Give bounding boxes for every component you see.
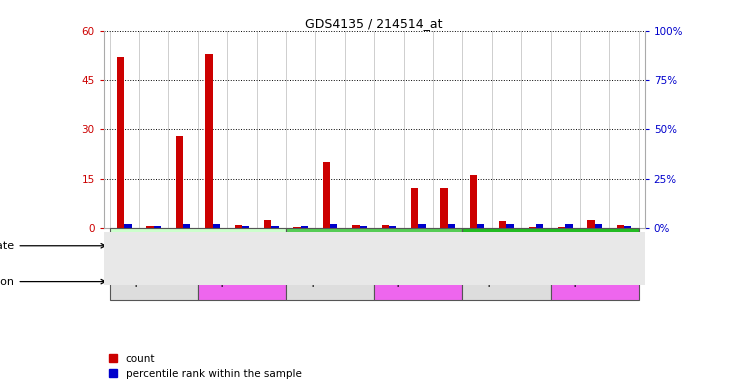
Text: Braak stage V-VI: Braak stage V-VI — [505, 241, 597, 251]
Bar — [624, 226, 631, 228]
Bar — [235, 225, 242, 228]
Text: genotype/variation: genotype/variation — [0, 276, 105, 286]
Bar — [286, 264, 374, 300]
Text: Braak stage I-II: Braak stage I-II — [156, 241, 240, 251]
Bar — [124, 224, 132, 228]
Bar — [448, 224, 455, 228]
Bar — [565, 224, 573, 228]
Bar — [536, 224, 543, 228]
Bar — [330, 224, 337, 228]
Bar — [176, 136, 183, 228]
Bar — [507, 224, 514, 228]
Bar — [286, 228, 462, 264]
Bar — [271, 226, 279, 228]
Bar — [440, 189, 448, 228]
Bar — [110, 228, 286, 264]
Bar — [462, 264, 551, 300]
Bar — [588, 220, 595, 228]
Text: ApoE ε4 -: ApoE ε4 - — [480, 276, 533, 286]
Bar — [595, 224, 602, 228]
Text: ApoE ε4 +: ApoE ε4 + — [213, 276, 271, 286]
Bar — [470, 175, 477, 228]
Text: ApoE ε4 -: ApoE ε4 - — [304, 276, 356, 286]
Bar — [264, 220, 271, 228]
Text: ApoE ε4 +: ApoE ε4 + — [389, 276, 448, 286]
Bar — [359, 226, 367, 228]
Bar — [153, 226, 161, 228]
Bar — [183, 224, 190, 228]
Bar — [389, 226, 396, 228]
Bar — [419, 224, 425, 228]
Text: Braak stage III-IV: Braak stage III-IV — [327, 241, 422, 251]
Title: GDS4135 / 214514_at: GDS4135 / 214514_at — [305, 17, 443, 30]
Bar — [411, 189, 419, 228]
Bar — [147, 226, 153, 228]
Bar — [477, 224, 485, 228]
Bar — [382, 225, 389, 228]
Bar — [558, 227, 565, 228]
Bar — [301, 226, 308, 228]
Bar — [551, 264, 639, 300]
Bar — [617, 225, 624, 228]
Legend: count, percentile rank within the sample: count, percentile rank within the sample — [109, 354, 302, 379]
Bar — [528, 227, 536, 228]
Bar — [198, 264, 286, 300]
Text: ApoE ε4 -: ApoE ε4 - — [127, 276, 180, 286]
Bar — [242, 226, 249, 228]
Text: disease state: disease state — [0, 241, 105, 251]
Bar — [213, 224, 220, 228]
Bar — [499, 221, 507, 228]
Bar — [117, 57, 124, 228]
Bar — [323, 162, 330, 228]
Bar — [462, 228, 639, 264]
Bar — [293, 227, 301, 228]
Bar — [110, 264, 198, 300]
Bar — [352, 225, 359, 228]
Bar — [205, 54, 213, 228]
Text: ApoE ε4 +: ApoE ε4 + — [565, 276, 624, 286]
Bar — [374, 264, 462, 300]
